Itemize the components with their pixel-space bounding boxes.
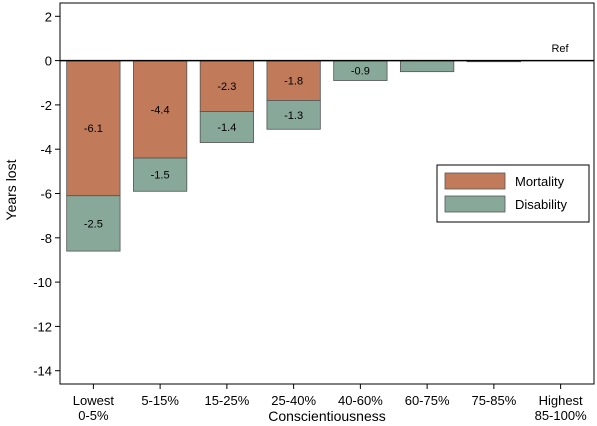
bar-disability: [133, 157, 188, 192]
x-tick-label: 5-15%: [141, 393, 179, 408]
y-axis-label: Years lost: [3, 159, 19, 220]
x-tick-label: 40-60%: [338, 393, 383, 408]
data-label: -1.3: [284, 110, 303, 122]
data-label: -2.3: [217, 81, 236, 93]
x-tick-label: 85-100%: [535, 408, 587, 423]
y-tick-label: 2: [45, 9, 52, 24]
bar-mortality: [266, 60, 321, 101]
legend-swatch-disability: [444, 195, 506, 213]
legend-label-disability: Disability: [515, 197, 568, 212]
y-tick-label: -10: [33, 275, 52, 290]
bar-disability: [66, 195, 121, 252]
y-tick-label: -8: [40, 231, 52, 246]
x-tick-label: Highest: [539, 393, 583, 408]
bar-mortality: [199, 60, 254, 112]
y-tick-label: 0: [45, 54, 52, 69]
data-label: -2.5: [84, 218, 103, 230]
x-tick-label: 75-85%: [471, 393, 516, 408]
y-tick-label: -6: [40, 187, 52, 202]
x-axis-label: Conscientiousness: [268, 408, 386, 424]
legend-label-mortality: Mortality: [515, 174, 565, 189]
bar-disability: [266, 100, 321, 130]
x-tick-label: 25-40%: [271, 393, 316, 408]
y-tick-label: -2: [40, 98, 52, 113]
data-label: -1.5: [151, 170, 170, 182]
x-tick-label: Lowest: [73, 393, 115, 408]
reference-label: Ref: [551, 43, 569, 55]
y-axis: 2 0 -2 -4 -6 -8 -10 -12 -14: [33, 9, 60, 379]
y-tick-label: -14: [33, 364, 52, 379]
data-label: -4.4: [151, 104, 170, 116]
data-label: -1.4: [217, 122, 236, 134]
bar-disability: [400, 60, 455, 73]
bar-mortality: [133, 60, 188, 159]
legend: Mortality Disability: [436, 164, 590, 223]
x-tick-label: 0-5%: [78, 408, 109, 423]
y-tick-label: -4: [40, 142, 52, 157]
bar-disability: [199, 111, 254, 143]
data-label: -0.9: [351, 66, 370, 78]
data-label: -1.8: [284, 76, 303, 88]
data-label: -6.1: [84, 123, 103, 135]
x-tick-label: 60-75%: [405, 393, 450, 408]
y-tick-label: -12: [33, 319, 52, 334]
bars: -6.1 -2.5 -4.4 -1.5 -2.3 -1.4 -1.8 -1.3 -0.9: [66, 60, 521, 252]
legend-swatch-mortality: [444, 172, 506, 190]
x-tick-label: 15-25%: [204, 393, 249, 408]
